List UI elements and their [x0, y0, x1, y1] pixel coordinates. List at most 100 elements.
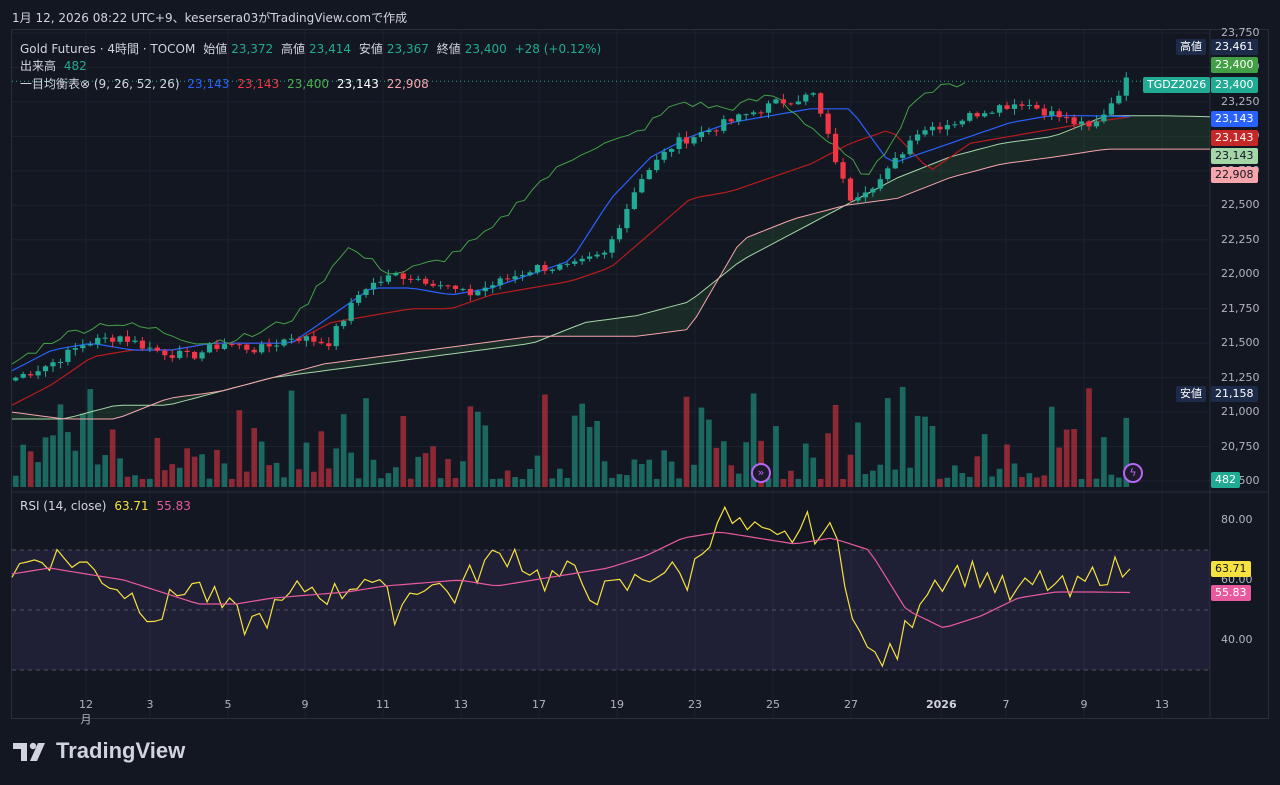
candle-body	[191, 351, 198, 359]
volume-bar	[952, 465, 958, 487]
candle-body	[721, 119, 727, 131]
candle-body	[35, 371, 41, 376]
candle-body	[333, 326, 339, 347]
volume-bar	[825, 433, 831, 487]
candle-body	[512, 276, 518, 280]
tenkan-line	[11, 108, 1131, 372]
volume-bar	[176, 467, 183, 487]
time-axis-label: 9	[301, 698, 309, 711]
volume-bar	[266, 465, 272, 487]
candle-body	[169, 355, 175, 358]
volume-bar	[720, 441, 727, 487]
grid-lines	[12, 30, 1269, 718]
candle-body	[572, 261, 578, 264]
volume-bar	[87, 389, 94, 487]
rsi-axis-label: 80.00	[1221, 513, 1253, 526]
rsi-label[interactable]: RSI (14, close)	[20, 499, 107, 513]
volume-bar	[318, 431, 325, 487]
symbol-legend: Gold Futures · 4時間 · TOCOM 始値 23,372 高値 23…	[20, 40, 605, 57]
volume-label[interactable]: 出来高	[20, 59, 57, 73]
volume-bar	[221, 463, 228, 487]
candle-body	[341, 320, 347, 327]
rsi-ma-value: 55.83	[156, 499, 191, 513]
volume-bar	[1019, 476, 1025, 487]
candlesticks	[13, 72, 1129, 382]
volume-bar	[512, 477, 518, 487]
candle-body	[892, 157, 898, 169]
ichimoku-spanA-value: 23,143	[336, 77, 379, 91]
volume-bar	[914, 415, 921, 487]
ichimoku-label[interactable]: 一目均衡表⊗ (9, 26, 52, 26)	[20, 77, 180, 91]
candle-body	[534, 264, 541, 273]
candle-body	[870, 188, 876, 193]
volume-bar	[72, 450, 79, 487]
symbol-name[interactable]: Gold Futures · 4時間 · TOCOM	[20, 42, 196, 56]
volume-bar	[229, 478, 235, 487]
tradingview-logo-icon	[13, 742, 45, 761]
candle-body	[124, 336, 131, 342]
volume-bar	[50, 435, 56, 487]
candle-body	[184, 350, 190, 352]
volume-bar	[944, 477, 951, 487]
candle-body	[147, 347, 153, 349]
volume-bar	[243, 471, 250, 487]
candle-body	[1026, 105, 1032, 107]
candle-body	[430, 283, 436, 286]
candle-body	[318, 341, 324, 344]
volume-bar	[676, 478, 682, 487]
volume-bar	[855, 422, 861, 487]
candle-body	[840, 162, 846, 179]
chart-caption: 1月 12, 2026 08:22 UTC+9、kesersera03がTrad…	[12, 11, 408, 25]
ichimoku-tenkan-value: 23,143	[187, 77, 230, 91]
volume-bar	[1123, 417, 1130, 487]
candle-body	[706, 130, 712, 132]
candle-body	[773, 99, 779, 104]
candle-body	[80, 345, 86, 349]
volume-bar	[594, 421, 600, 487]
time-axis-label: 13	[454, 698, 468, 711]
volume-bar	[288, 390, 295, 487]
senkou-span-a-line	[12, 115, 1211, 420]
volume-bar	[124, 476, 131, 487]
open-value: 23,372	[231, 42, 274, 56]
candle-body	[542, 264, 548, 271]
volume-bar	[437, 478, 444, 487]
senkou-span-b-line	[11, 148, 1210, 420]
candle-body	[437, 285, 444, 287]
volume-bar	[832, 404, 839, 487]
volume-bar	[922, 416, 928, 487]
volume-bar	[601, 461, 608, 487]
volume-bar	[556, 468, 563, 487]
candle-body	[1019, 104, 1025, 106]
volume-bar	[117, 458, 123, 487]
lightning-event-icon[interactable]: ϟ	[1123, 463, 1143, 483]
dividend-event-icon[interactable]: »	[751, 463, 771, 483]
volume-bar	[20, 444, 27, 487]
candle-body	[236, 344, 242, 346]
volume-bar	[631, 459, 638, 487]
tradingview-logo[interactable]: TradingView	[12, 738, 185, 764]
candle-body	[959, 120, 965, 125]
volume-bar	[258, 441, 265, 487]
volume-bar	[340, 414, 347, 487]
volume-bar	[728, 465, 735, 487]
volume-bar	[1004, 444, 1010, 487]
chart-frame[interactable]	[11, 29, 1269, 719]
candle-body	[251, 349, 257, 353]
volume-bar	[109, 429, 116, 487]
volume-bar	[743, 442, 749, 487]
candle-body	[110, 337, 116, 342]
candle-body	[877, 179, 883, 189]
volume-bar	[899, 386, 906, 487]
chikou-line	[11, 82, 966, 365]
price-axis-label: 23,750	[1221, 26, 1260, 39]
volume-bar	[616, 474, 623, 487]
candle-body	[244, 344, 250, 350]
candle-body	[423, 278, 429, 284]
candle-body	[229, 344, 235, 346]
volume-bar	[348, 452, 354, 487]
candle-body	[914, 134, 921, 141]
rsi-axis-label: 40.00	[1221, 633, 1253, 646]
volume-bar	[452, 478, 459, 487]
